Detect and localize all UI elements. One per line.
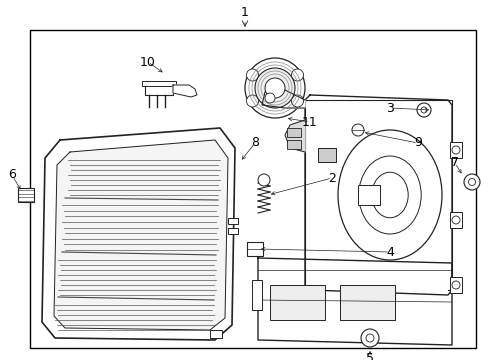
Circle shape (451, 281, 459, 289)
Bar (449, 142, 461, 158)
Bar (227, 228, 238, 234)
Circle shape (365, 334, 373, 342)
Text: 2: 2 (327, 171, 335, 184)
Polygon shape (42, 128, 235, 340)
Circle shape (254, 68, 294, 108)
Ellipse shape (358, 156, 420, 234)
Text: 8: 8 (250, 136, 259, 149)
Text: 3: 3 (385, 102, 393, 114)
Circle shape (291, 95, 303, 107)
Circle shape (468, 179, 474, 185)
Circle shape (244, 58, 305, 118)
Bar (286, 140, 301, 149)
Bar (246, 242, 263, 256)
Circle shape (258, 174, 269, 186)
Bar (145, 83, 173, 95)
Polygon shape (262, 90, 305, 108)
Polygon shape (305, 95, 451, 295)
Text: 9: 9 (413, 136, 421, 149)
Bar (209, 330, 222, 338)
Bar (449, 212, 461, 228)
Polygon shape (173, 85, 197, 97)
Circle shape (291, 69, 303, 81)
Bar (30, 30, 475, 348)
Circle shape (360, 329, 378, 347)
Text: 4: 4 (385, 246, 393, 258)
Polygon shape (285, 120, 305, 152)
Text: 11: 11 (302, 116, 317, 129)
Circle shape (264, 78, 285, 98)
Bar (339, 285, 394, 320)
Circle shape (246, 95, 258, 107)
Bar (251, 280, 262, 310)
Text: 1: 1 (241, 5, 248, 18)
Text: 5: 5 (365, 351, 373, 360)
Bar (227, 218, 238, 224)
Bar (449, 277, 461, 293)
Bar (269, 285, 325, 320)
Polygon shape (258, 258, 451, 345)
Circle shape (420, 107, 426, 113)
Circle shape (451, 146, 459, 154)
Ellipse shape (371, 172, 407, 218)
Circle shape (451, 216, 459, 224)
Circle shape (264, 93, 274, 103)
Circle shape (463, 174, 479, 190)
Bar (357, 185, 379, 205)
Bar (317, 148, 335, 162)
Text: 10: 10 (140, 55, 156, 68)
Circle shape (246, 69, 258, 81)
Circle shape (416, 103, 430, 117)
Polygon shape (54, 140, 227, 330)
Text: 6: 6 (8, 168, 16, 181)
Circle shape (351, 124, 363, 136)
Bar (18, 188, 34, 202)
Text: 7: 7 (450, 157, 458, 170)
Bar (286, 128, 301, 137)
Ellipse shape (337, 130, 441, 260)
Bar (142, 81, 176, 86)
